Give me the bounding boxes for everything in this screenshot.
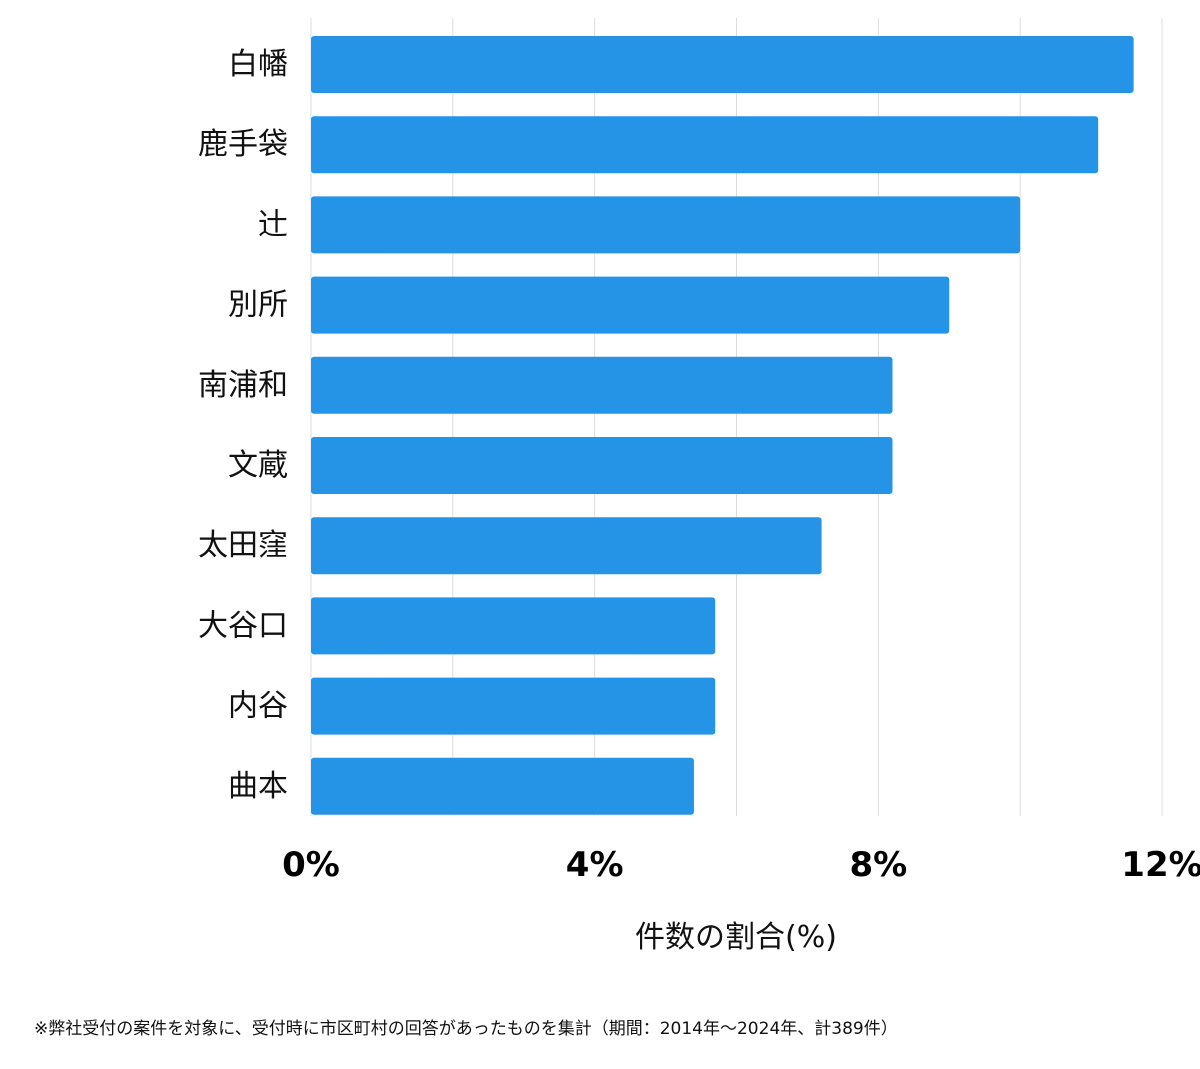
x-tick-label: 0% (282, 845, 340, 885)
category-label: 辻 (258, 207, 288, 242)
x-tick-labels: 0% 4% 8% 12% (282, 845, 1200, 885)
category-label: 文蔵 (228, 448, 288, 483)
bar-6 (311, 437, 893, 494)
bar-4 (311, 276, 950, 334)
footnote: ※弊社受付の案件を対象に、受付時に市区町村の回答があったものを集計（期間：201… (34, 1019, 898, 1039)
bar-2 (311, 116, 1099, 174)
category-label: 太田窪 (198, 528, 288, 563)
category-label: 大谷口 (198, 608, 288, 643)
bars (311, 36, 1134, 815)
x-tick-label: 4% (566, 845, 624, 885)
category-label: 曲本 (228, 769, 288, 804)
x-tick-label: 8% (849, 845, 907, 885)
category-label: 別所 (228, 288, 288, 323)
x-axis-label: 件数の割合(%) (635, 920, 837, 955)
category-label: 鹿手袋 (198, 127, 288, 162)
x-tick-label: 12% (1121, 845, 1200, 885)
bar-7 (311, 517, 822, 575)
bar-8 (311, 597, 716, 655)
category-label: 白幡 (228, 47, 288, 82)
bar-3 (311, 196, 1021, 254)
bar-5 (311, 356, 893, 414)
category-label: 内谷 (228, 689, 288, 724)
category-label: 南浦和 (198, 368, 288, 403)
bar-9 (311, 677, 716, 735)
bar-1 (311, 36, 1134, 93)
bar-10 (311, 757, 694, 815)
